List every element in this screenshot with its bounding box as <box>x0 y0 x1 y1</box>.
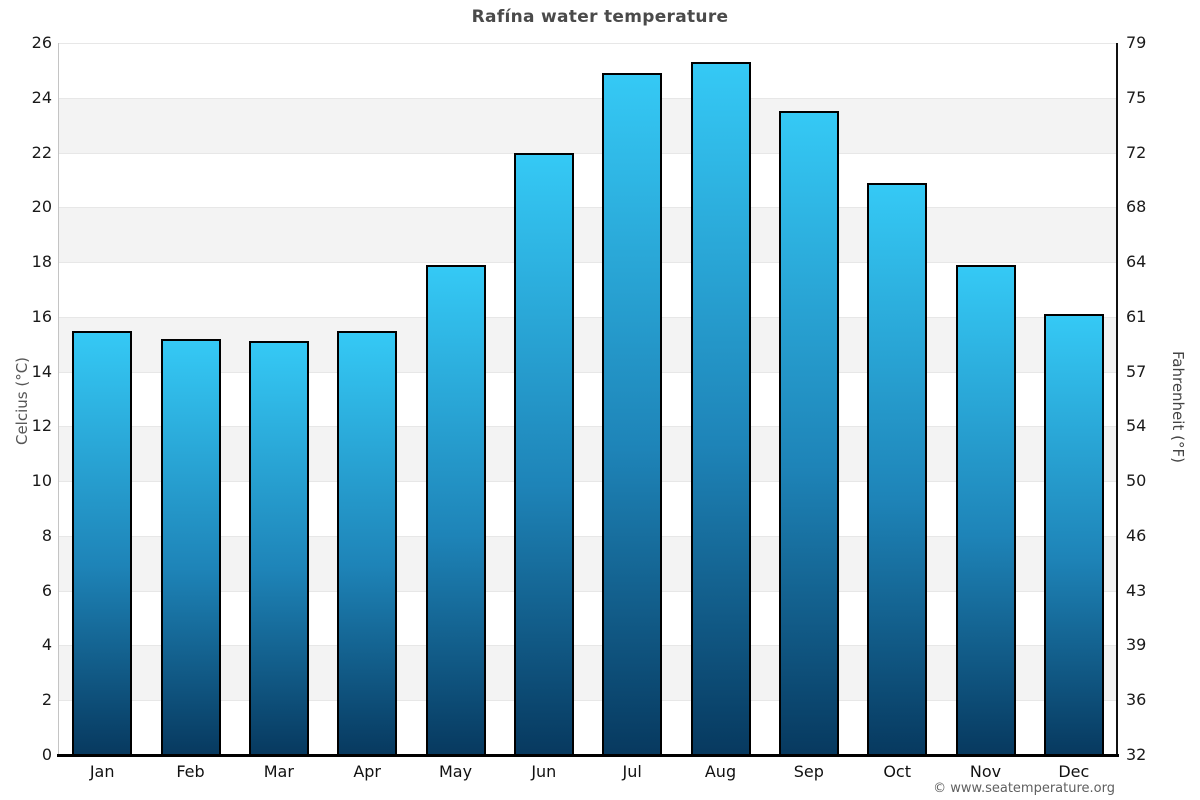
fahrenheit-tick-36: 36 <box>1126 690 1147 710</box>
x-label-aug: Aug <box>704 762 737 781</box>
bar-oct <box>867 182 928 755</box>
celsius-tick-6: 6 <box>41 580 52 600</box>
plot-band <box>58 262 1118 317</box>
celsius-tick-26: 26 <box>31 33 52 52</box>
plot-band <box>58 97 1118 153</box>
y-axis-label-fahrenheit: Fahrenheit (°F) <box>1169 351 1187 463</box>
plot-band <box>58 316 1118 372</box>
x-label-apr: Apr <box>353 762 381 781</box>
celsius-tick-16: 16 <box>31 306 52 326</box>
fahrenheit-tick-64: 64 <box>1126 252 1147 272</box>
fahrenheit-tick-46: 46 <box>1126 525 1147 545</box>
fahrenheit-tick-39: 39 <box>1126 635 1147 655</box>
y-axis-right-spine <box>1116 43 1118 755</box>
fahrenheit-tick-50: 50 <box>1126 471 1147 491</box>
celsius-tick-8: 8 <box>41 525 52 545</box>
x-label-nov: Nov <box>969 762 1002 781</box>
fahrenheit-tick-68: 68 <box>1126 197 1147 217</box>
plot-band <box>58 481 1118 536</box>
fahrenheit-tick-72: 72 <box>1126 142 1147 162</box>
copyright-text: © www.seatemperature.org <box>933 781 1115 796</box>
y-axis-label-celsius: Celcius (°C) <box>13 356 31 446</box>
fahrenheit-tick-32: 32 <box>1126 745 1147 764</box>
fahrenheit-tick-54: 54 <box>1126 416 1147 436</box>
fahrenheit-tick-57: 57 <box>1126 361 1147 381</box>
x-label-sep: Sep <box>793 762 824 781</box>
plot-band <box>58 426 1118 482</box>
chart-title: Rafína water temperature <box>471 7 729 27</box>
x-label-jul: Jul <box>622 762 642 781</box>
fahrenheit-tick-43: 43 <box>1126 580 1147 600</box>
celsius-tick-14: 14 <box>31 361 52 381</box>
x-label-dec: Dec <box>1058 762 1090 781</box>
bar-nov <box>955 264 1016 755</box>
bar-dec <box>1043 314 1104 755</box>
plot-band <box>58 207 1118 263</box>
bar-jul <box>602 73 663 755</box>
celsius-tick-12: 12 <box>31 416 52 436</box>
celsius-tick-22: 22 <box>31 142 52 162</box>
celsius-tick-2: 2 <box>41 690 52 710</box>
x-label-jan: Jan <box>89 762 115 781</box>
plot-band <box>58 152 1118 208</box>
plot-band <box>58 371 1118 427</box>
plot-band <box>58 590 1118 646</box>
celsius-tick-0: 0 <box>41 745 52 764</box>
bar-jun <box>513 152 574 755</box>
y-axis-left-spine <box>58 43 59 755</box>
bar-jan <box>72 330 133 755</box>
fahrenheit-tick-75: 75 <box>1126 87 1147 107</box>
bar-may <box>425 264 486 755</box>
bar-apr <box>337 330 398 755</box>
plot-band <box>58 535 1118 591</box>
plot-band <box>58 700 1118 755</box>
celsius-tick-20: 20 <box>31 197 52 217</box>
plot-band <box>58 43 1118 98</box>
fahrenheit-tick-79: 79 <box>1126 33 1147 52</box>
x-label-jun: Jun <box>531 762 557 781</box>
plot-band <box>58 645 1118 701</box>
celsius-tick-24: 24 <box>31 87 52 107</box>
bar-mar <box>248 341 309 755</box>
celsius-tick-4: 4 <box>41 635 52 655</box>
celsius-tick-18: 18 <box>31 252 52 272</box>
celsius-tick-10: 10 <box>31 471 52 491</box>
bar-feb <box>160 338 221 755</box>
x-label-mar: Mar <box>263 762 294 781</box>
bar-sep <box>778 111 839 755</box>
bar-aug <box>690 62 751 755</box>
fahrenheit-tick-61: 61 <box>1126 306 1147 326</box>
x-axis-line <box>57 754 1119 757</box>
x-label-feb: Feb <box>176 762 205 781</box>
x-label-may: May <box>438 762 473 781</box>
x-label-oct: Oct <box>883 762 911 781</box>
plot-area <box>57 43 1119 757</box>
